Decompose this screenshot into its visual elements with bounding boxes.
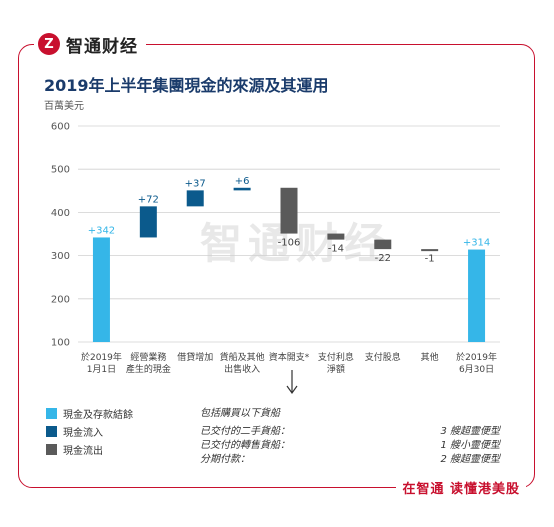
data-label: +342 <box>88 225 115 236</box>
data-label: +314 <box>463 238 490 249</box>
category-label: 於2019年 <box>456 351 497 363</box>
category-label: 產生的現金 <box>126 363 171 375</box>
bar <box>421 249 439 252</box>
note-row: 已交付的二手貨船： 3 艘超靈便型 <box>200 422 500 437</box>
capex-note: 包括購買以下貨船 已交付的二手貨船： 3 艘超靈便型已交付的轉售貨船： 1 艘小靈便… <box>200 404 500 465</box>
note-title: 包括購買以下貨船 <box>200 408 280 419</box>
legend: 現金及存款結餘 現金流入現金流出 <box>46 404 133 458</box>
y-tick-label: 100 <box>51 338 70 349</box>
category-label: 支付利息 <box>318 351 354 363</box>
category-label: 經營業務 <box>130 351 166 363</box>
legend-swatch <box>46 443 57 455</box>
legend-label: 現金及存款結餘 <box>63 409 133 421</box>
data-label: +37 <box>185 178 206 189</box>
legend-label: 現金流入 <box>63 427 103 439</box>
data-label: -106 <box>278 238 301 249</box>
y-tick-label: 400 <box>51 208 70 219</box>
note-row-label: 已交付的轉售貨船： <box>200 440 290 451</box>
bar <box>374 239 392 250</box>
chart-title: 2019年上半年集團現金的來源及其運用 <box>44 76 329 95</box>
brand: Z 智通财经 <box>34 30 146 58</box>
legend-swatch <box>46 407 57 419</box>
bar <box>327 233 345 240</box>
data-label: -1 <box>425 254 435 265</box>
category-label: 貨船及其他 <box>220 351 265 363</box>
legend-label: 現金流出 <box>63 445 103 457</box>
category-label: 其他 <box>421 351 439 363</box>
category-label: 1月1日 <box>87 364 116 375</box>
card-frame <box>18 44 535 488</box>
note-row-value: 3 艘超靈便型 <box>440 426 500 437</box>
bar <box>92 237 110 342</box>
brand-name: 智通财经 <box>66 36 138 57</box>
bar <box>280 187 298 234</box>
grid: 100 200 300 400 500 600 <box>51 122 500 349</box>
y-tick-label: 300 <box>51 251 70 262</box>
labels: +342於2019年1月1日+72經營業務產生的現金+37借貸增加+6貨船及其他… <box>81 176 497 375</box>
category-label: 於2019年 <box>81 351 122 363</box>
category-label: 資本開支* <box>269 351 310 363</box>
data-label: +72 <box>138 194 159 205</box>
tagline: 在智通 读懂港美股 <box>396 478 526 497</box>
note-row-value: 2 艘超靈便型 <box>440 454 500 465</box>
category-label: 出售收入 <box>224 363 260 375</box>
legend-item: 現金流出 <box>46 440 133 458</box>
note-row-value: 1 艘小靈便型 <box>440 440 500 451</box>
note-row: 分期付款： 2 艘超靈便型 <box>200 450 500 465</box>
note-row-label: 分期付款： <box>200 454 250 465</box>
brand-logo-icon: Z <box>38 33 60 55</box>
data-label: +6 <box>235 176 250 187</box>
category-label: 借貸增加 <box>177 351 213 363</box>
legend-item: 現金及存款結餘 <box>46 404 133 422</box>
y-tick-label: 600 <box>51 122 70 133</box>
bar <box>233 187 251 191</box>
arrow-head-icon <box>286 385 298 395</box>
capex-arrow <box>286 370 298 395</box>
category-label: 淨額 <box>327 363 345 375</box>
category-label: 6月30日 <box>459 364 494 375</box>
bar <box>468 249 486 342</box>
data-label: -22 <box>375 253 391 264</box>
y-tick-label: 500 <box>51 165 70 176</box>
note-row: 已交付的轉售貨船： 1 艘小靈便型 <box>200 436 500 451</box>
bar <box>186 190 204 207</box>
category-label: 支付股息 <box>365 351 401 363</box>
legend-swatch <box>46 425 57 437</box>
note-row-label: 已交付的二手貨船： <box>200 426 290 437</box>
data-label: -14 <box>328 244 344 255</box>
y-tick-label: 200 <box>51 294 70 305</box>
legend-item: 現金流入 <box>46 422 133 440</box>
bar <box>139 206 157 238</box>
y-axis-unit: 百萬美元 <box>44 101 84 112</box>
bars <box>92 187 486 342</box>
